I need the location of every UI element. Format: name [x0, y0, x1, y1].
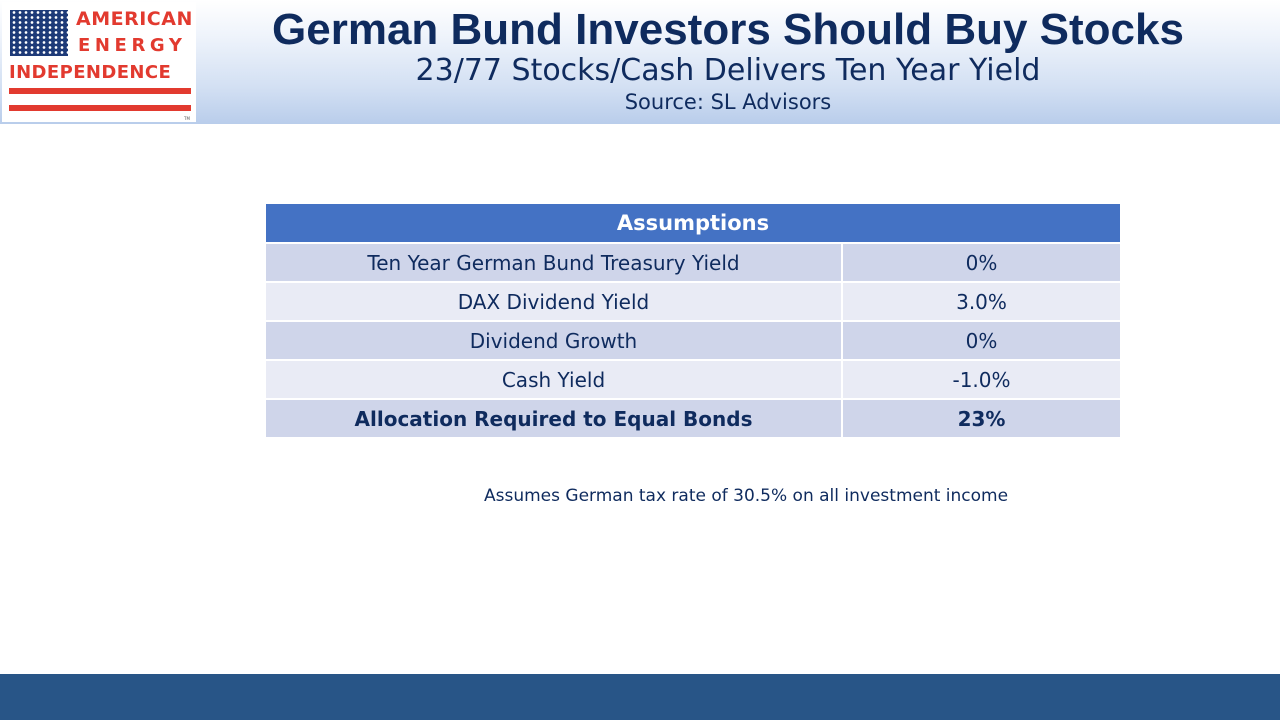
footer-bar — [0, 674, 1280, 720]
row-value: 23% — [842, 399, 1120, 439]
row-label: Cash Yield — [266, 360, 843, 400]
trademark-mark: TM — [184, 116, 190, 121]
row-value: 0% — [842, 321, 1120, 361]
table-row: Ten Year German Bund Treasury Yield 0% — [266, 243, 1120, 283]
table-row-total: Allocation Required to Equal Bonds 23% — [266, 399, 1120, 439]
footnote: Assumes German tax rate of 30.5% on all … — [484, 486, 1009, 506]
logo-text-independence: INDEPENDENCE — [9, 62, 172, 83]
slide-source: Source: SL Advisors — [624, 90, 832, 114]
assumptions-table: Assumptions Ten Year German Bund Treasur… — [266, 204, 1120, 439]
us-flag-icon — [10, 10, 68, 56]
logo-text-american: AMERICAN — [76, 8, 193, 30]
row-value: -1.0% — [842, 360, 1120, 400]
row-label: Ten Year German Bund Treasury Yield — [266, 243, 843, 283]
logo-stripe — [9, 88, 191, 94]
table-header-row: Assumptions — [266, 204, 1120, 244]
table-row: DAX Dividend Yield 3.0% — [266, 282, 1120, 322]
table-header: Assumptions — [266, 204, 1120, 244]
row-value: 3.0% — [842, 282, 1120, 322]
row-label: DAX Dividend Yield — [266, 282, 843, 322]
row-label: Allocation Required to Equal Bonds — [266, 399, 843, 439]
slide-title: German Bund Investors Should Buy Stocks — [272, 5, 1184, 54]
table-row: Dividend Growth 0% — [266, 321, 1120, 361]
row-value: 0% — [842, 243, 1120, 283]
slide-header: AMERICAN ENERGY INDEPENDENCE TM German B… — [0, 0, 1280, 124]
american-energy-independence-logo: AMERICAN ENERGY INDEPENDENCE TM — [2, 2, 196, 122]
logo-text-energy: ENERGY — [78, 35, 187, 56]
table-row: Cash Yield -1.0% — [266, 360, 1120, 400]
logo-stripe — [9, 105, 191, 111]
row-label: Dividend Growth — [266, 321, 843, 361]
slide-subtitle: 23/77 Stocks/Cash Delivers Ten Year Yiel… — [415, 53, 1041, 88]
